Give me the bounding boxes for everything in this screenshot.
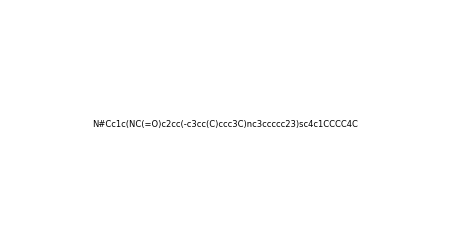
- Text: N#Cc1c(NC(=O)c2cc(-c3cc(C)ccc3C)nc3ccccc23)sc4c1CCCC4C: N#Cc1c(NC(=O)c2cc(-c3cc(C)ccc3C)nc3ccccc…: [92, 120, 359, 130]
